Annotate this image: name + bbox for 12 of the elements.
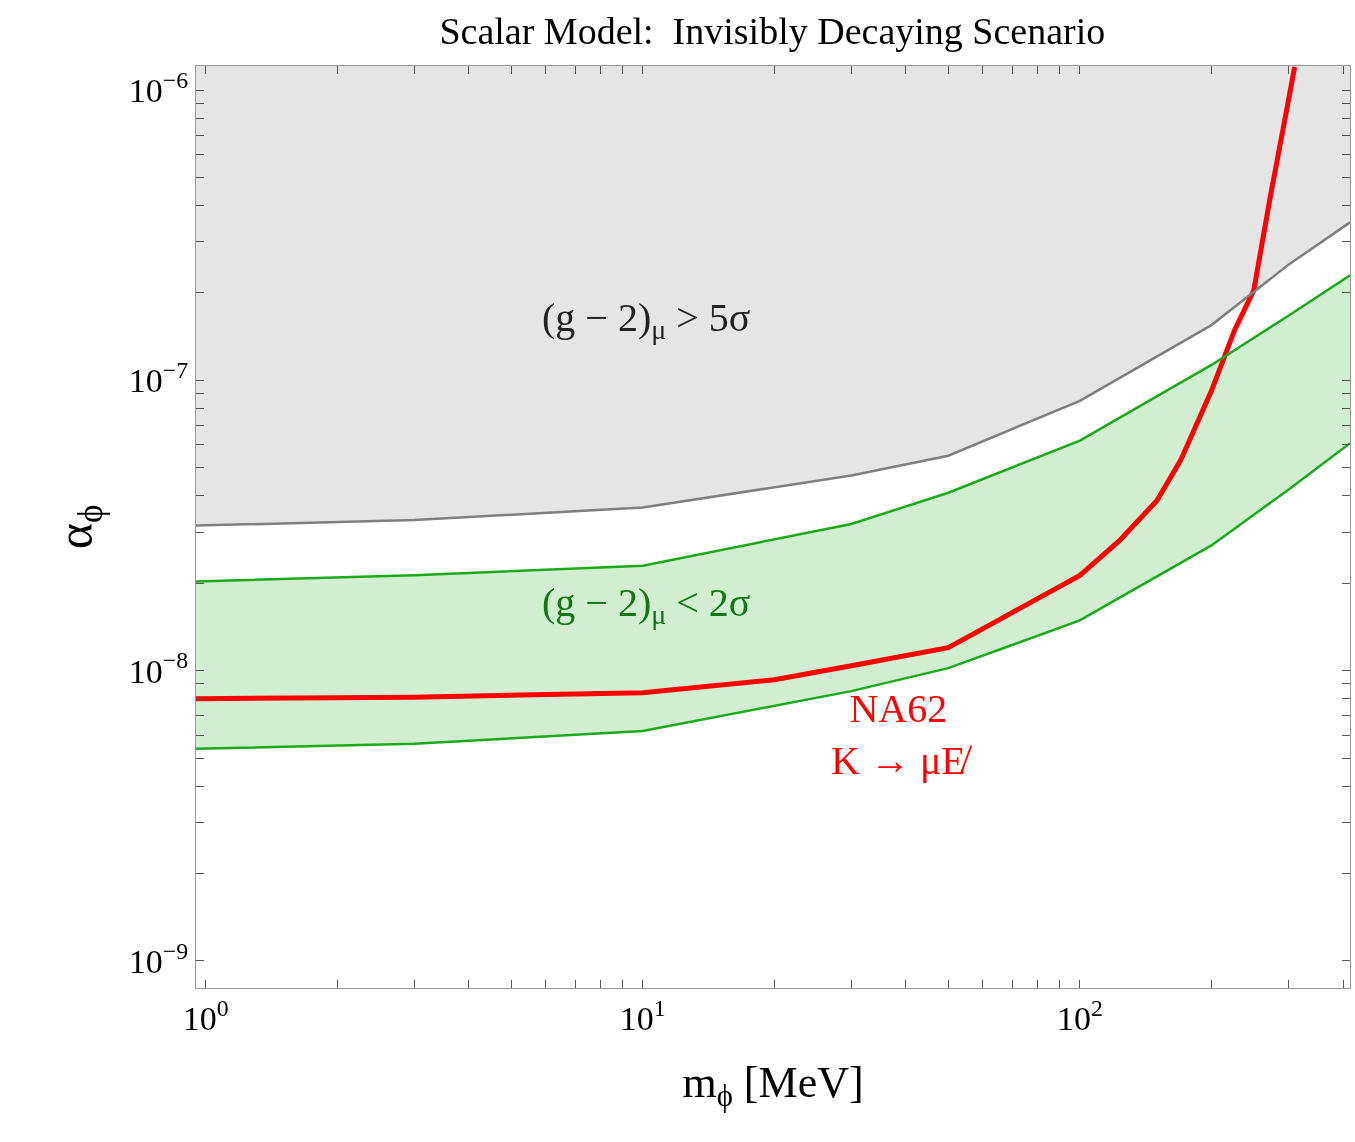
annotation: (g − 2)$_{μ}$ < 2σ bbox=[542, 580, 751, 631]
x-tick-label: 10$^{2}$ bbox=[1056, 994, 1103, 1037]
y-tick-label: 10$^{−8}$ bbox=[128, 647, 189, 690]
y-tick-label: 10$^{−6}$ bbox=[128, 66, 189, 109]
x-tick-label: 10$^{1}$ bbox=[619, 994, 666, 1037]
annotation: (g − 2)$_{μ}$ > 5σ bbox=[542, 295, 751, 346]
annotation: NA62 K → μE̸ bbox=[831, 686, 973, 783]
y-tick-label: 10$^{−9}$ bbox=[128, 937, 189, 980]
y-tick-label: 10$^{−7}$ bbox=[128, 356, 189, 400]
chart-title: Scalar Model: Invisibly Decaying Scenario bbox=[439, 9, 1106, 52]
x-axis-title: m$_{ϕ}$ [MeV] bbox=[682, 1058, 864, 1114]
x-tick-label: 10$^{0}$ bbox=[182, 994, 229, 1037]
